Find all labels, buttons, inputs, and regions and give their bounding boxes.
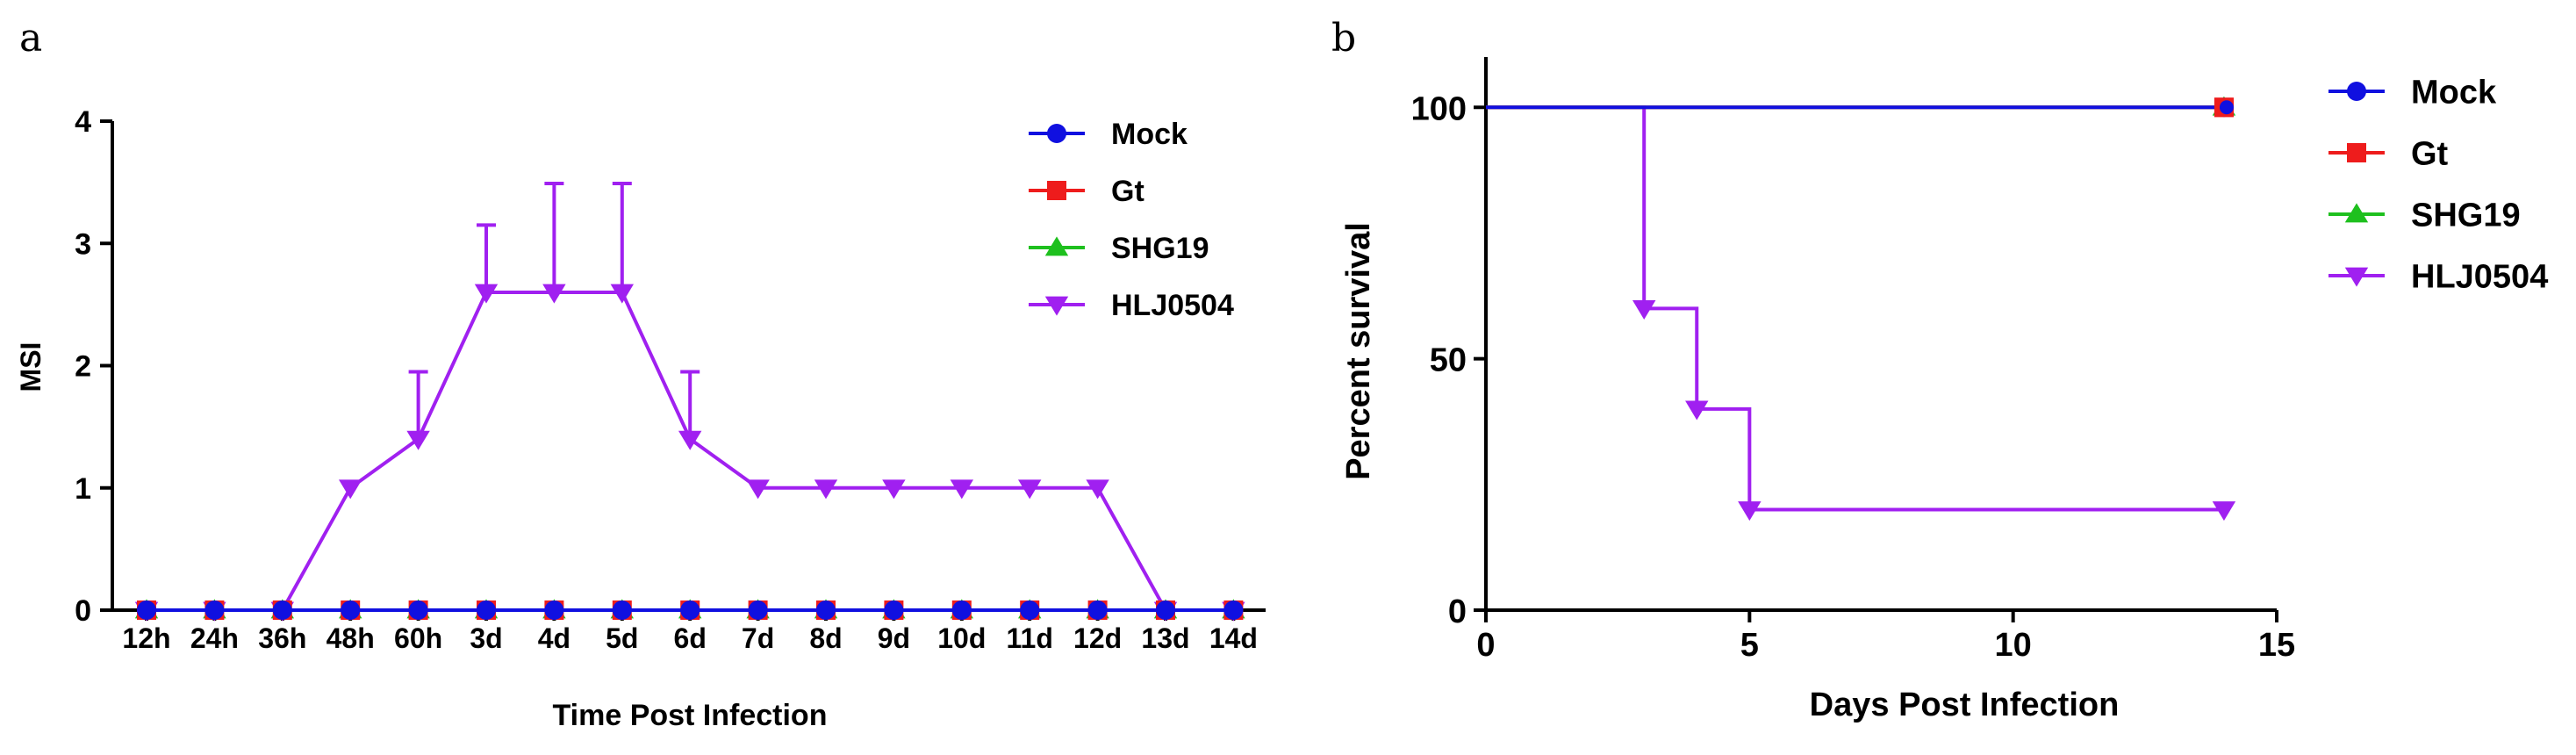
chart-b-ytick-label: 100 [1411,90,1467,127]
chart-b-xtick-label: 0 [1476,627,1495,664]
chart-a-ylabel: MSI [15,342,47,392]
chart-b-point-HLJ0504 [1685,400,1709,421]
chart-a-legend-label: HLJ0504 [1111,289,1234,322]
chart-a-point-Mock [1087,600,1108,620]
chart-a-point-HLJ0504 [542,284,566,304]
chart-b-series-HLJ0504-line [1486,105,2224,512]
chart-a-point-Mock [477,600,496,620]
chart-a-xtick-label: 60h [394,622,442,654]
chart-a-point-HLJ0504 [1018,479,1042,500]
chart-a-point-Mock [544,600,564,620]
chart-a-xlabel: Time Post Infection [553,699,828,732]
chart-a-point-Mock [205,600,225,620]
chart-a-xtick-label: 48h [326,622,375,654]
chart-a-ytick-label: 1 [75,472,91,506]
chart-a-point-HLJ0504 [339,479,362,500]
chart-a-legend-label: SHG19 [1111,232,1209,265]
chart-a-point-Mock [884,600,904,620]
chart-a-xtick-label: 7d [742,622,774,654]
chart-b-legend-label: SHG19 [2411,197,2521,234]
chart-a-point-Mock [1156,600,1175,620]
chart-b-point-HLJ0504 [1632,300,1656,320]
chart-b-point-Mock [2219,100,2234,115]
chart-a-point-Mock [951,600,972,620]
chart-a-xtick-label: 24h [190,622,239,654]
chart-a-point-Mock [816,600,836,620]
chart-a-xtick-label: 12d [1073,622,1122,654]
chart-a-point-HLJ0504 [950,479,973,500]
chart-a-xtick-label: 36h [258,622,306,654]
chart-b-ytick-label: 0 [1448,593,1467,630]
chart-b-legend-marker [2347,143,2366,162]
chart-b-survival: 0 50 100 0 5 10 15 Mock Gt SHG19 HLJ0504 [1411,57,2548,664]
chart-b-xlabel: Days Post Infection [1810,687,2120,723]
chart-a-ytick-label: 0 [75,594,91,628]
chart-a-xtick-label: 4d [538,622,570,654]
chart-b-legend-label: Gt [2411,135,2449,172]
chart-a-xtick-label: 9d [878,622,910,654]
chart-a-point-Mock [272,600,292,620]
chart-b-legend-marker [2344,203,2369,223]
chart-a-ytick-label: 2 [75,350,91,384]
chart-a-point-HLJ0504 [814,479,838,500]
chart-b-ytick-label: 50 [1430,342,1467,379]
chart-a-point-Mock [341,600,361,620]
chart-a-legend-label: Gt [1111,175,1144,208]
chart-b-ylabel: Percent survival [1340,222,1377,480]
chart-a-point-HLJ0504 [678,430,702,450]
chart-b-legend-label: HLJ0504 [2411,258,2548,295]
chart-a-legend-marker [1044,236,1069,256]
chart-a-point-Mock [748,600,768,620]
chart-b-xtick-label: 15 [2258,627,2295,664]
chart-a-xtick-label: 6d [674,622,707,654]
chart-a-xtick-label: 5d [606,622,638,654]
chart-a-xtick-label: 12h [122,622,170,654]
panel-a-label: a [19,16,42,61]
chart-a-point-Mock [1020,600,1040,620]
panel-b-label: b [1331,16,1356,61]
chart-a-ytick-label: 4 [75,105,91,139]
chart-a-xtick-label: 8d [809,622,842,654]
chart-a-point-Mock [680,600,700,620]
chart-a-legend-marker [1047,181,1066,200]
chart-a-legend-marker [1044,296,1069,316]
chart-a-point-Mock [1223,600,1244,620]
chart-b-xtick-label: 10 [1995,627,2032,664]
chart-a-series-HLJ0504-line [147,290,1234,612]
chart-a-point-Mock [137,600,156,620]
chart-a-point-HLJ0504 [1086,479,1109,500]
chart-a-point-HLJ0504 [474,284,499,304]
chart-b-point-HLJ0504 [1738,501,1762,521]
chart-a-point-HLJ0504 [746,479,770,500]
chart-b-legend-marker [2344,267,2369,287]
chart-a-ytick-label: 3 [75,227,91,261]
chart-a-xtick-label: 11d [1007,622,1053,654]
chart-a-msi: 0 1 2 3 4 12h 24h 36h 48h 60h 3d 4d 5d 6d 7d 8d 9d 10d 11d… [75,105,1266,654]
chart-b-legend-marker [2347,82,2366,101]
chart-a-xtick-label: 13d [1141,622,1189,654]
chart-a-point-Mock [612,600,632,620]
chart-a-point-Mock [408,600,428,620]
chart-a-legend-label: Mock [1111,118,1188,151]
chart-a-xtick-label: 14d [1209,622,1258,654]
chart-a-point-HLJ0504 [882,479,906,500]
chart-b-point-HLJ0504 [2212,501,2236,521]
chart-a-xtick-label: 3d [470,622,502,654]
chart-a-legend-marker [1047,124,1066,143]
chart-b-xtick-label: 5 [1740,627,1759,664]
chart-a-xtick-label: 10d [937,622,986,654]
chart-a-point-HLJ0504 [610,284,634,304]
chart-a-point-HLJ0504 [406,430,430,450]
chart-b-legend-label: Mock [2411,74,2497,111]
